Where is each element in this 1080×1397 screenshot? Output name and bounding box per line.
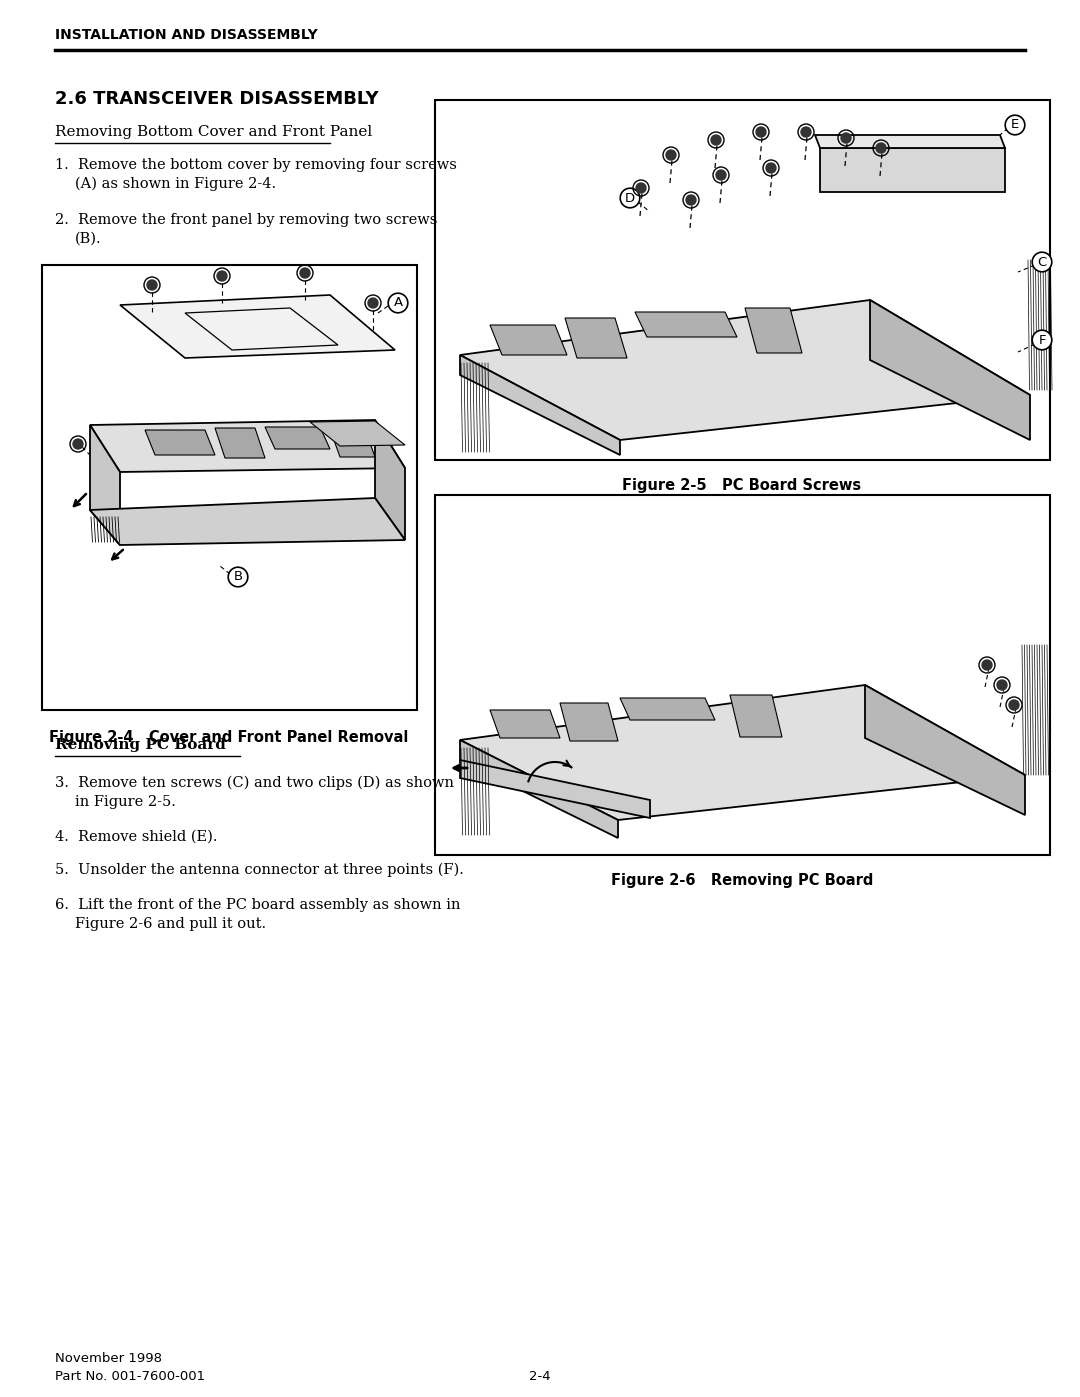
Polygon shape — [215, 427, 265, 458]
Circle shape — [686, 196, 696, 205]
Text: Figure 2-6   Removing PC Board: Figure 2-6 Removing PC Board — [611, 873, 874, 888]
Circle shape — [147, 279, 157, 291]
Polygon shape — [460, 685, 1025, 820]
Text: Figure 2-6 and pull it out.: Figure 2-6 and pull it out. — [75, 916, 266, 930]
Text: Figure 2-5   PC Board Screws: Figure 2-5 PC Board Screws — [622, 478, 862, 493]
Circle shape — [368, 298, 378, 307]
Circle shape — [841, 133, 851, 142]
Text: Removing PC Board: Removing PC Board — [55, 738, 226, 752]
Text: 4.  Remove shield (E).: 4. Remove shield (E). — [55, 830, 217, 844]
Polygon shape — [561, 703, 618, 740]
Polygon shape — [460, 760, 650, 819]
Text: Removing Bottom Cover and Front Panel: Removing Bottom Cover and Front Panel — [55, 124, 373, 138]
Circle shape — [300, 268, 310, 278]
Bar — [435, 495, 1050, 855]
Polygon shape — [745, 307, 802, 353]
Circle shape — [766, 163, 777, 173]
Text: 1.  Remove the bottom cover by removing four screws: 1. Remove the bottom cover by removing f… — [55, 158, 457, 172]
Circle shape — [997, 680, 1007, 690]
Polygon shape — [460, 300, 1030, 440]
Polygon shape — [635, 312, 737, 337]
Text: D: D — [625, 191, 635, 204]
Circle shape — [876, 142, 886, 154]
Circle shape — [666, 149, 676, 161]
Polygon shape — [730, 694, 782, 738]
Polygon shape — [490, 326, 567, 355]
Polygon shape — [620, 698, 715, 719]
Polygon shape — [865, 685, 1025, 814]
Text: B: B — [233, 570, 243, 584]
Text: 5.  Unsolder the antenna connector at three points (F).: 5. Unsolder the antenna connector at thr… — [55, 863, 464, 877]
Polygon shape — [375, 420, 405, 541]
Text: Figure 2-4   Cover and Front Panel Removal: Figure 2-4 Cover and Front Panel Removal — [50, 731, 408, 745]
Text: November 1998: November 1998 — [55, 1352, 162, 1365]
Polygon shape — [565, 319, 627, 358]
Polygon shape — [265, 427, 330, 448]
Polygon shape — [490, 710, 561, 738]
Polygon shape — [330, 429, 375, 457]
Text: (A) as shown in Figure 2-4.: (A) as shown in Figure 2-4. — [75, 177, 276, 191]
Text: E: E — [1011, 119, 1020, 131]
Polygon shape — [310, 420, 405, 446]
Circle shape — [73, 439, 83, 448]
Circle shape — [636, 183, 646, 193]
Polygon shape — [820, 148, 1005, 191]
Polygon shape — [145, 430, 215, 455]
Polygon shape — [815, 136, 1005, 148]
Circle shape — [801, 127, 811, 137]
Polygon shape — [460, 355, 620, 455]
Text: Part No. 001-7600-001: Part No. 001-7600-001 — [55, 1370, 205, 1383]
Text: INSTALLATION AND DISASSEMBLY: INSTALLATION AND DISASSEMBLY — [55, 28, 318, 42]
Text: in Figure 2-5.: in Figure 2-5. — [75, 795, 176, 809]
Text: 3.  Remove ten screws (C) and two clips (D) as shown: 3. Remove ten screws (C) and two clips (… — [55, 775, 454, 791]
Circle shape — [217, 271, 227, 281]
Text: 6.  Lift the front of the PC board assembly as shown in: 6. Lift the front of the PC board assemb… — [55, 898, 460, 912]
Text: F: F — [1038, 334, 1045, 346]
Polygon shape — [460, 740, 618, 838]
Polygon shape — [90, 425, 120, 545]
Bar — [435, 101, 1050, 460]
Text: 2-4: 2-4 — [529, 1370, 551, 1383]
Polygon shape — [870, 300, 1030, 440]
Circle shape — [1009, 700, 1020, 710]
Circle shape — [711, 136, 721, 145]
Circle shape — [756, 127, 766, 137]
Text: 2.  Remove the front panel by removing two screws: 2. Remove the front panel by removing tw… — [55, 212, 437, 226]
Text: A: A — [393, 296, 403, 310]
Text: (B).: (B). — [75, 232, 102, 246]
Polygon shape — [90, 497, 405, 545]
Circle shape — [982, 659, 993, 671]
Text: C: C — [1038, 256, 1047, 268]
Bar — [42, 265, 417, 710]
Polygon shape — [90, 420, 405, 472]
Text: 2.6 TRANSCEIVER DISASSEMBLY: 2.6 TRANSCEIVER DISASSEMBLY — [55, 89, 379, 108]
Circle shape — [716, 170, 726, 180]
Polygon shape — [120, 295, 395, 358]
